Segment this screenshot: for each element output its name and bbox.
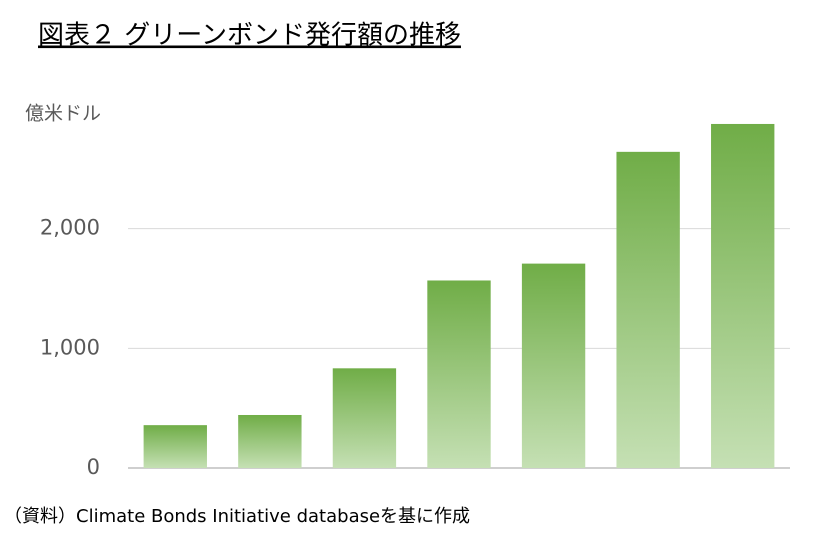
chart-title: 図表２ グリーンボンド発行額の推移 [38,21,461,51]
bar [521,263,586,468]
y-tick-label: 2,000 [40,216,100,240]
bar [616,151,680,468]
bar [143,425,207,468]
bar [711,123,775,468]
y-tick-label: 1,000 [40,335,100,359]
bar [332,368,397,468]
bar [238,414,302,468]
bar [427,280,491,468]
y-axis-label: 億米ドル [25,103,101,125]
source-note: （資料）Climate Bonds Initiative databaseを基に… [4,506,470,527]
y-tick-label: 0 [87,455,100,479]
